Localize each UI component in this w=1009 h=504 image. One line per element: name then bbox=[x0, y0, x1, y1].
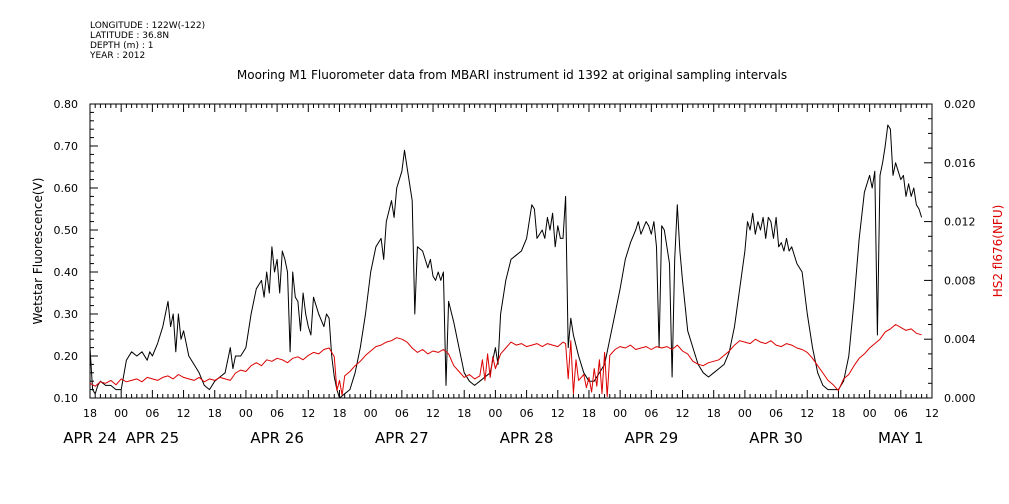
y-axis-right-label: HS2 fl676(NFU) bbox=[991, 205, 1005, 298]
x-tick-label: 00 bbox=[114, 407, 128, 420]
x-tick-label: 06 bbox=[270, 407, 284, 420]
x-tick-label: 00 bbox=[863, 407, 877, 420]
x-tick-label: 18 bbox=[707, 407, 721, 420]
x-tick-label: 12 bbox=[426, 407, 440, 420]
metadata-latitude: LATITUDE : 36.8N bbox=[90, 31, 170, 41]
left-tick-label: 0.50 bbox=[54, 224, 79, 237]
left-tick-label: 0.20 bbox=[54, 350, 79, 363]
right-axis: 0.000 0.004 0.008 0.012 0.016 0.020 bbox=[924, 98, 976, 405]
x-tick-label: 18 bbox=[831, 407, 845, 420]
x-tick-label: 12 bbox=[800, 407, 814, 420]
chart-title: Mooring M1 Fluorometer data from MBARI i… bbox=[237, 68, 787, 82]
x-tick-label: 00 bbox=[364, 407, 378, 420]
left-tick-label: 0.70 bbox=[54, 140, 79, 153]
x-date-label: APR 29 bbox=[625, 429, 679, 447]
metadata-longitude: LONGITUDE : 122W(-122) bbox=[90, 21, 206, 31]
series-line-wetstar bbox=[89, 124, 923, 399]
x-date-label: APR 25 bbox=[126, 429, 180, 447]
x-date-label: APR 28 bbox=[500, 429, 554, 447]
metadata-depth: DEPTH (m) : 1 bbox=[90, 41, 154, 51]
series-layer bbox=[89, 124, 923, 399]
x-tick-label: 18 bbox=[208, 407, 222, 420]
x-tick-label: 18 bbox=[457, 407, 471, 420]
x-tick-label: 12 bbox=[177, 407, 191, 420]
x-tick-label: 00 bbox=[613, 407, 627, 420]
plot-frame bbox=[89, 103, 933, 399]
x-tick-label: 00 bbox=[488, 407, 502, 420]
x-tick-label: 06 bbox=[894, 407, 908, 420]
right-tick-label: 0.000 bbox=[944, 392, 976, 405]
x-tick-label: 12 bbox=[676, 407, 690, 420]
left-tick-label: 0.80 bbox=[54, 98, 79, 111]
x-tick-label: 06 bbox=[769, 407, 783, 420]
x-tick-label: 18 bbox=[83, 407, 97, 420]
x-axis: 18 00 06 12 18 00 06 12 18 00 06 12 18 00 06 12 18 00 06 12… bbox=[63, 104, 939, 447]
x-tick-label: 00 bbox=[738, 407, 752, 420]
right-tick-label: 0.016 bbox=[944, 157, 976, 170]
x-date-label: APR 27 bbox=[375, 429, 429, 447]
x-date-label: MAY 1 bbox=[878, 429, 924, 447]
x-tick-label: 12 bbox=[551, 407, 565, 420]
left-tick-label: 0.40 bbox=[54, 266, 79, 279]
left-tick-label: 0.60 bbox=[54, 182, 79, 195]
x-date-label: APR 24 bbox=[63, 429, 117, 447]
x-tick-label: 18 bbox=[332, 407, 346, 420]
x-tick-label: 06 bbox=[395, 407, 409, 420]
left-tick-label: 0.30 bbox=[54, 308, 79, 321]
metadata-year: YEAR : 2012 bbox=[90, 51, 146, 61]
y-axis-left-label: Wetstar Fluorescence(V) bbox=[31, 178, 45, 325]
x-date-label: APR 26 bbox=[250, 429, 304, 447]
left-axis: 0.10 0.20 0.30 0.40 0.50 0.60 0.70 0.80 bbox=[54, 98, 98, 405]
x-tick-label: 00 bbox=[239, 407, 253, 420]
plot-border bbox=[89, 103, 933, 399]
left-tick-label: 0.10 bbox=[54, 392, 79, 405]
x-tick-label: 06 bbox=[520, 407, 534, 420]
x-tick-label: 12 bbox=[301, 407, 315, 420]
right-tick-label: 0.020 bbox=[944, 98, 976, 111]
series-line-hs2 bbox=[89, 324, 922, 397]
x-tick-label: 12 bbox=[925, 407, 939, 420]
right-tick-label: 0.008 bbox=[944, 274, 976, 287]
x-date-label: APR 30 bbox=[749, 429, 803, 447]
x-tick-label: 18 bbox=[582, 407, 596, 420]
right-tick-label: 0.004 bbox=[944, 333, 976, 346]
x-tick-label: 06 bbox=[644, 407, 658, 420]
x-tick-label: 06 bbox=[145, 407, 159, 420]
right-tick-label: 0.012 bbox=[944, 216, 976, 229]
